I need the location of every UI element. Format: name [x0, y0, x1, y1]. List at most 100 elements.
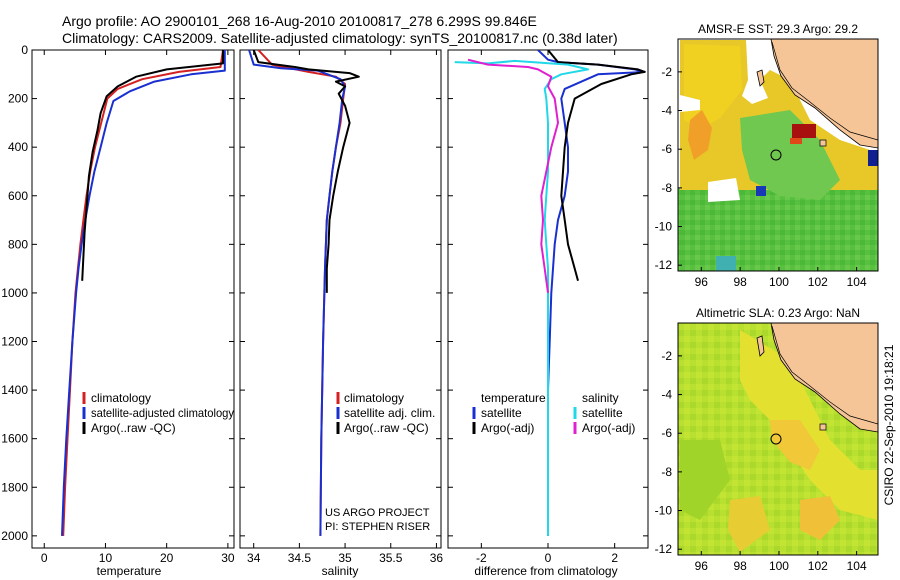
legend-label-satellite-adjusted: satellite-adjusted climatology [91, 406, 234, 420]
temperature-axes [31, 49, 235, 549]
series-line-satellite-adjusted-climatology [61, 50, 226, 536]
x-tick-label: 34 [247, 551, 261, 565]
sla-orange-south [800, 496, 840, 540]
legend-label-temp-argo: Argo(-adj) [481, 421, 534, 435]
temperature-xlabel: temperature [97, 564, 162, 578]
map-y-tick-label: -10 [655, 504, 673, 518]
sst-gap-west [708, 178, 740, 202]
series-line-temperature-argo-adj- [547, 50, 646, 282]
csiro-timestamp: CSIRO 22-Sep-2010 19:18:21 [882, 344, 896, 505]
sla-shelf-contour [771, 325, 878, 425]
sst-green-center [740, 110, 840, 200]
salinity-axes [239, 49, 442, 549]
map-x-tick-label: 104 [847, 559, 867, 573]
project-annotation: US ARGO PROJECT [325, 507, 430, 519]
map-x-tick-label: 98 [733, 275, 747, 289]
sst-gap-north [680, 95, 700, 112]
header-line-1: Argo profile: AO 2900101_268 16-Aug-2010… [62, 13, 537, 29]
y-tick-label: 1200 [1, 335, 28, 349]
x-tick-label: -2 [476, 551, 487, 565]
x-tick-label: 0 [41, 551, 48, 565]
x-tick-label: 2 [611, 551, 618, 565]
x-tick-label: 35.5 [379, 551, 403, 565]
sla-map-title: Altimetric SLA: 0.23 Argo: NaN [696, 306, 860, 320]
sla-orange-center [770, 420, 820, 470]
map-y-tick-label: -12 [655, 258, 673, 272]
series-line-salinity-argo-adj- [467, 58, 559, 294]
legend-label-satellite-adj: satellite adj. clim. [344, 406, 435, 420]
sla-orange-southwest [728, 496, 770, 552]
y-tick-label: 2000 [1, 529, 28, 543]
map-y-tick-label: -6 [661, 426, 672, 440]
map-y-tick-label: -6 [661, 142, 672, 156]
difference-legend: temperature salinity satellite Argo(-adj… [472, 391, 635, 435]
series-line-satellite-adj-clim- [248, 50, 347, 536]
temperature-legend: climatology satellite-adjusted climatolo… [82, 391, 234, 435]
map-x-tick-label: 102 [808, 559, 828, 573]
sla-land [770, 323, 878, 433]
sst-island-small [819, 139, 827, 147]
map-x-tick-label: 104 [847, 275, 867, 289]
sla-green-west [680, 440, 730, 520]
salinity-legend: climatology satellite adj. clim. Argo(..… [336, 391, 435, 435]
map-y-tick-label: -2 [661, 65, 672, 79]
legend-label-climatology: climatology [344, 391, 404, 405]
legend-label-sal-argo: Argo(-adj) [582, 421, 635, 435]
sla-yellow-band [740, 330, 878, 520]
sla-map-panel: Altimetric SLA: 0.23 Argo: NaN 96 98 100 10… [655, 306, 879, 573]
map-y-tick-label: -4 [661, 104, 672, 118]
sla-island-small [819, 423, 827, 431]
salinity-lines [248, 50, 360, 536]
y-tick-label: 800 [8, 237, 28, 251]
x-tick-label: 34.5 [288, 551, 312, 565]
y-tick-label: 0 [21, 43, 28, 57]
x-tick-label: 20 [160, 551, 174, 565]
argo-position-marker [770, 149, 782, 161]
sst-island-coast [756, 69, 765, 87]
x-tick-label: 0 [545, 551, 552, 565]
legend-label-temp-satellite: satellite [481, 406, 522, 420]
x-tick-label: 10 [99, 551, 113, 565]
sst-hot-halo [790, 138, 802, 144]
difference-ticks: -2 0 2 [448, 49, 648, 565]
legend-header-temperature: temperature [481, 391, 546, 405]
salinity-ticks: 34 34.5 35 35.5 36 [240, 49, 443, 565]
temperature-ticks: 0 10 20 30 0 200 400 600 800 1000 1200 1400 1600 1800… [1, 43, 235, 565]
map-x-tick-label: 100 [769, 559, 789, 573]
salinity-panel: 34 34.5 35 35.5 36 salinity climatology sate… [239, 49, 443, 578]
map-x-tick-label: 102 [808, 275, 828, 289]
sst-shelf-contour [771, 41, 878, 141]
argo-position-marker [770, 433, 782, 445]
difference-panel: -2 0 2 difference from climatology tempera… [447, 49, 649, 578]
map-y-tick-label: -12 [655, 542, 673, 556]
salinity-xlabel: salinity [322, 564, 359, 578]
legend-label-climatology: climatology [91, 391, 151, 405]
map-x-tick-label: 96 [695, 559, 709, 573]
x-tick-label: 30 [221, 551, 235, 565]
legend-label-sal-satellite: satellite [582, 406, 623, 420]
map-x-tick-label: 96 [695, 275, 709, 289]
y-tick-label: 1400 [1, 383, 28, 397]
map-y-tick-label: -2 [661, 349, 672, 363]
difference-xlabel: difference from climatology [474, 564, 617, 578]
sst-map-field [678, 39, 878, 271]
sst-orange-patch [688, 110, 712, 160]
pi-annotation: PI: STEPHEN RISER [325, 521, 430, 533]
y-tick-label: 400 [8, 140, 28, 154]
map-y-tick-label: -10 [655, 220, 673, 234]
sst-map-frame [677, 38, 879, 272]
map-x-tick-label: 100 [769, 275, 789, 289]
sst-south-green [678, 188, 878, 271]
sla-map-field [678, 323, 878, 555]
legend-label-argo: Argo(..raw -QC) [91, 421, 176, 435]
series-line-argo-raw-qc- [252, 50, 360, 293]
sst-teal-strip [716, 256, 736, 271]
y-tick-label: 600 [8, 189, 28, 203]
sst-land [770, 39, 878, 149]
series-line-argo-raw-qc- [81, 50, 224, 281]
sst-cold-pixel-south [756, 186, 766, 196]
sla-map-frame [677, 322, 879, 556]
temperature-panel: 0 10 20 30 0 200 400 600 800 1000 1200 1400 1600 1800… [1, 43, 235, 578]
map-y-tick-label: -8 [661, 181, 672, 195]
